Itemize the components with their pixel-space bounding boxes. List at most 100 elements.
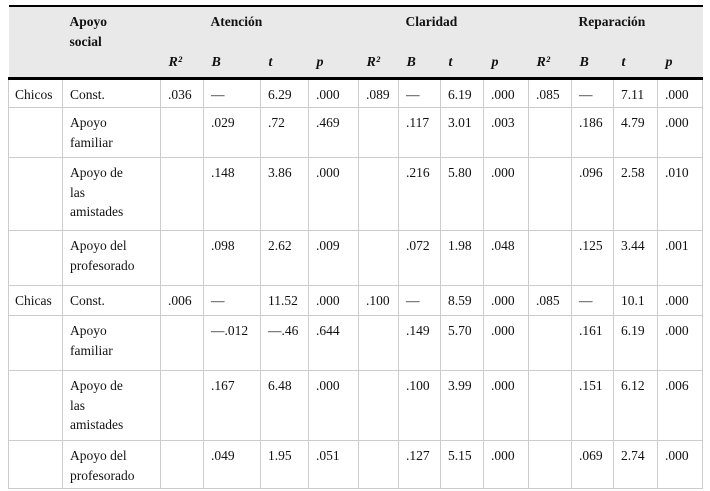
value-cell: .098 bbox=[203, 230, 261, 287]
value-cell: .036 bbox=[160, 77, 204, 109]
value-cell: 10.1 bbox=[613, 285, 659, 317]
header-row-scales: Apoyo social Atención Claridad Reparació… bbox=[8, 4, 703, 52]
value-cell: 3.44 bbox=[613, 230, 659, 287]
value-cell: .000 bbox=[483, 370, 530, 442]
table-row: Apoyo de las amistades .167 6.48 .000 .1… bbox=[8, 370, 704, 442]
value-cell: 1.98 bbox=[440, 230, 485, 287]
value-cell: .100 bbox=[358, 285, 400, 317]
header-row-stats: R² B t p R² B t p R² B t p bbox=[8, 51, 703, 80]
spacer-cell bbox=[160, 4, 204, 52]
value-cell: .048 bbox=[483, 230, 530, 287]
stat-header-b: B bbox=[571, 51, 614, 80]
value-cell: —.46 bbox=[260, 315, 309, 372]
value-cell: .000 bbox=[307, 285, 360, 317]
value-cell: 2.62 bbox=[260, 230, 309, 287]
value-cell: .085 bbox=[528, 77, 573, 109]
group-cell: Chicas bbox=[8, 285, 63, 317]
value-cell: .006 bbox=[160, 285, 204, 317]
group-cell bbox=[8, 157, 63, 232]
value-cell bbox=[160, 440, 204, 490]
value-cell: .003 bbox=[483, 107, 530, 159]
table-row: Apoyo familiar .029 .72 .469 .117 3.01 .… bbox=[8, 107, 704, 159]
scale-header-reparacion: Reparación bbox=[571, 4, 703, 52]
predictor-cell: Apoyo del profesorado bbox=[62, 230, 161, 287]
value-cell: 5.70 bbox=[440, 315, 485, 372]
value-cell: —.012 bbox=[203, 315, 261, 372]
stat-header-p: p bbox=[483, 51, 529, 80]
value-cell: .001 bbox=[657, 230, 704, 287]
value-cell: .000 bbox=[483, 157, 530, 232]
value-cell: .000 bbox=[483, 77, 530, 109]
value-cell: .096 bbox=[571, 157, 615, 232]
value-cell: .644 bbox=[307, 315, 360, 372]
value-cell: 1.95 bbox=[260, 440, 309, 490]
value-cell: .000 bbox=[307, 157, 360, 232]
value-cell bbox=[160, 230, 204, 287]
group-cell bbox=[8, 370, 63, 442]
value-cell: .000 bbox=[657, 77, 704, 109]
value-cell: 3.01 bbox=[440, 107, 485, 159]
group-cell: Chicos bbox=[8, 77, 63, 109]
group-cell bbox=[8, 440, 63, 490]
value-cell: 2.74 bbox=[613, 440, 659, 490]
value-cell: .049 bbox=[203, 440, 261, 490]
regression-table-container: Apoyo social Atención Claridad Reparació… bbox=[8, 4, 704, 490]
value-cell: — bbox=[571, 285, 615, 317]
value-cell: .006 bbox=[657, 370, 704, 442]
value-cell: 6.19 bbox=[613, 315, 659, 372]
group-column-header bbox=[8, 4, 63, 52]
predictor-cell: Apoyo del profesorado bbox=[62, 440, 161, 490]
value-cell: .000 bbox=[657, 315, 704, 372]
value-cell: — bbox=[398, 285, 442, 317]
value-cell: — bbox=[203, 77, 261, 109]
group-cell bbox=[8, 230, 63, 287]
spacer-cell bbox=[358, 4, 399, 52]
value-cell bbox=[528, 315, 573, 372]
value-cell bbox=[528, 440, 573, 490]
value-cell bbox=[528, 157, 573, 232]
value-cell bbox=[528, 230, 573, 287]
stat-header-t: t bbox=[440, 51, 484, 80]
value-cell: .000 bbox=[657, 107, 704, 159]
value-cell: .72 bbox=[260, 107, 309, 159]
value-cell bbox=[358, 107, 400, 159]
value-cell bbox=[160, 157, 204, 232]
stat-header-t: t bbox=[613, 51, 658, 80]
value-cell: .117 bbox=[398, 107, 442, 159]
predictor-cell: Const. bbox=[62, 285, 161, 317]
value-cell: — bbox=[571, 77, 615, 109]
value-cell bbox=[358, 370, 400, 442]
value-cell: .151 bbox=[571, 370, 615, 442]
stat-header-r2: R² bbox=[358, 51, 399, 80]
value-cell bbox=[160, 107, 204, 159]
value-cell: 6.48 bbox=[260, 370, 309, 442]
stat-header-p: p bbox=[308, 51, 359, 80]
spacer-cell bbox=[62, 51, 161, 80]
group-cell bbox=[8, 107, 63, 159]
value-cell: .469 bbox=[307, 107, 360, 159]
value-cell bbox=[160, 315, 204, 372]
value-cell: 5.15 bbox=[440, 440, 485, 490]
stat-header-b: B bbox=[398, 51, 441, 80]
table-row: Chicos Const. .036 — 6.29 .000 .089 — 6.… bbox=[8, 77, 704, 109]
value-cell: 5.80 bbox=[440, 157, 485, 232]
value-cell: .085 bbox=[528, 285, 573, 317]
value-cell: .216 bbox=[398, 157, 442, 232]
value-cell bbox=[160, 370, 204, 442]
predictor-cell: Const. bbox=[62, 77, 161, 109]
value-cell: .161 bbox=[571, 315, 615, 372]
value-cell: .167 bbox=[203, 370, 261, 442]
table-row: Apoyo familiar —.012 —.46 .644 .149 5.70… bbox=[8, 315, 704, 372]
value-cell: .072 bbox=[398, 230, 442, 287]
table-row: Apoyo del profesorado .098 2.62 .009 .07… bbox=[8, 230, 704, 287]
value-cell: .000 bbox=[483, 440, 530, 490]
predictor-cell: Apoyo de las amistades bbox=[62, 370, 161, 442]
value-cell: .000 bbox=[657, 440, 704, 490]
spacer-cell bbox=[528, 4, 572, 52]
value-cell: 3.86 bbox=[260, 157, 309, 232]
value-cell: 6.12 bbox=[613, 370, 659, 442]
value-cell: 2.58 bbox=[613, 157, 659, 232]
value-cell: .000 bbox=[483, 285, 530, 317]
group-cell bbox=[8, 315, 63, 372]
value-cell: .127 bbox=[398, 440, 442, 490]
